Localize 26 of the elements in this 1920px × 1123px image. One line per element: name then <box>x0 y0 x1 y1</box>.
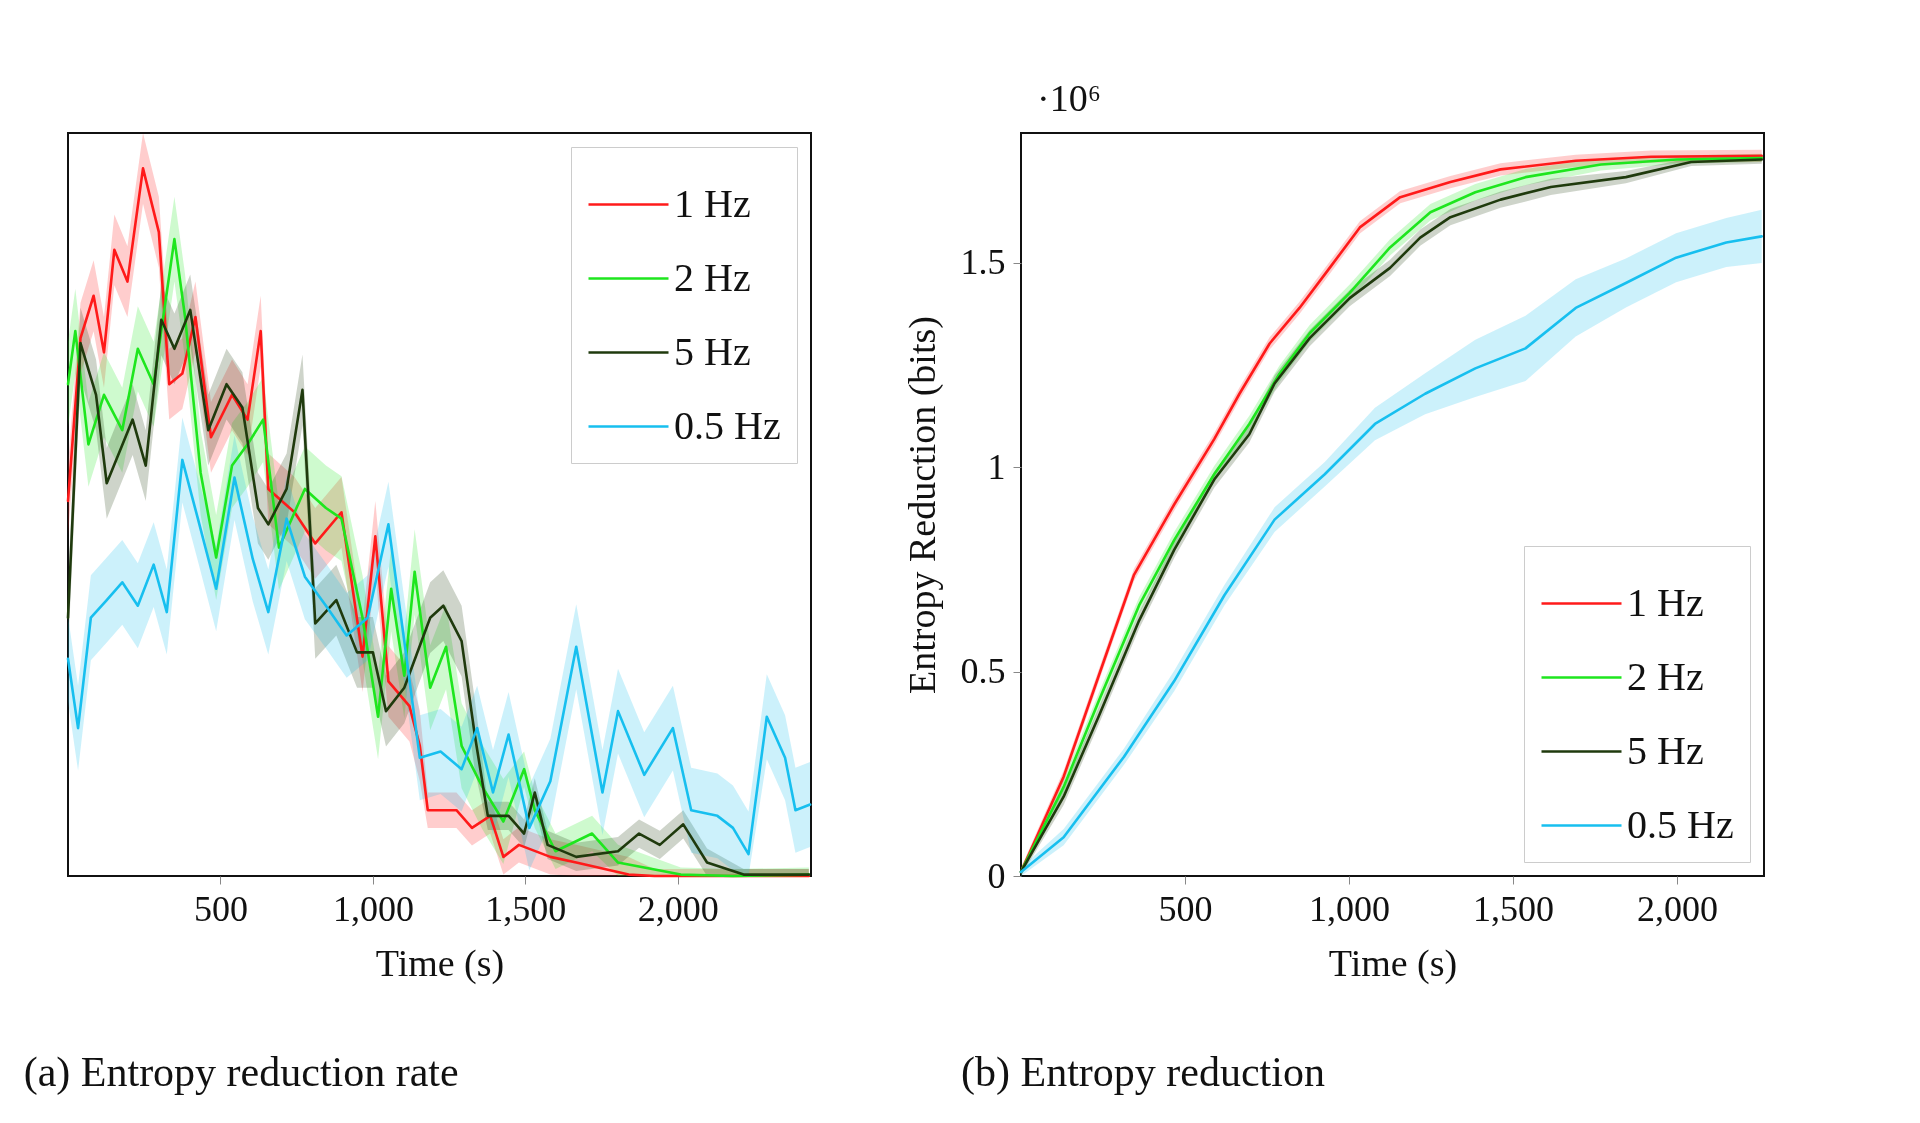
x-axis-title: Time (s) <box>375 941 505 985</box>
text: (a) Entropy reduction rate <box>23 1049 459 1096</box>
legend-label: 0.5 Hz <box>674 402 781 448</box>
x-tick-label: 500 <box>1158 888 1213 929</box>
legend-label: 2 Hz <box>674 254 751 300</box>
y-axis-title: Entropy Reduction (bits) <box>900 316 944 694</box>
x-tick-label: 2,000 <box>637 888 719 929</box>
x-tick-label: 1,000 <box>1309 888 1391 929</box>
legend-label: 5 Hz <box>1627 727 1704 773</box>
legend-label: 2 Hz <box>1627 653 1704 699</box>
legend-label: 1 Hz <box>674 180 751 226</box>
y-tick-label: 0 <box>987 855 1006 896</box>
y-tick-label: 1 <box>987 446 1006 487</box>
x-axis-title: Time (s) <box>1328 941 1458 985</box>
legend-label: 1 Hz <box>1627 579 1704 625</box>
x-tick-label: 1,500 <box>485 888 567 929</box>
x-tick-label: 500 <box>193 888 248 929</box>
y-tick-label: 0.5 <box>960 651 1006 692</box>
legend-label: 0.5 Hz <box>1627 801 1734 847</box>
text: ·10⁶ <box>1037 77 1101 119</box>
text: (b) Entropy reduction <box>961 1049 1325 1096</box>
legend-label: 5 Hz <box>674 328 751 374</box>
x-tick-label: 2,000 <box>1637 888 1719 929</box>
x-tick-label: 1,000 <box>332 888 414 929</box>
x-tick-label: 1,500 <box>1473 888 1555 929</box>
y-tick-label: 1.5 <box>960 242 1006 283</box>
